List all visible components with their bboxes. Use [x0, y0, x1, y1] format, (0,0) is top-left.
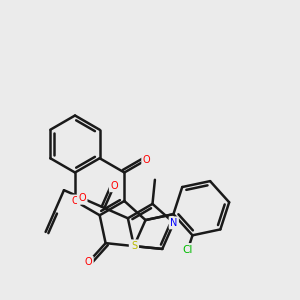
- Text: O: O: [85, 257, 92, 267]
- Text: Cl: Cl: [183, 244, 193, 255]
- Text: O: O: [71, 196, 79, 206]
- Text: S: S: [131, 241, 137, 251]
- Text: O: O: [110, 181, 118, 191]
- Text: O: O: [143, 155, 150, 165]
- Text: N: N: [170, 218, 178, 228]
- Text: N: N: [130, 241, 138, 251]
- Text: O: O: [78, 193, 86, 203]
